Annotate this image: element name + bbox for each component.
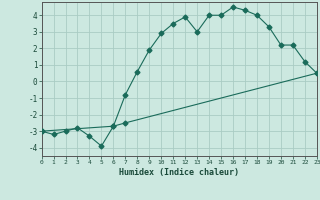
X-axis label: Humidex (Indice chaleur): Humidex (Indice chaleur) bbox=[119, 168, 239, 177]
